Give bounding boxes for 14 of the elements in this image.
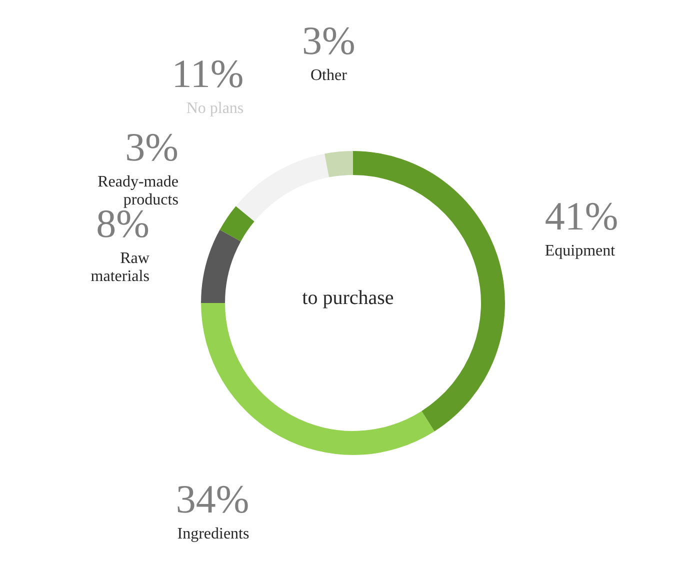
slice-label: Raw materials xyxy=(90,250,150,286)
slice-label: Other xyxy=(310,67,348,84)
donut-slice xyxy=(220,206,254,242)
data-label: 11% xyxy=(172,51,244,96)
data-label: 3% xyxy=(125,124,178,170)
donut-slice xyxy=(201,230,241,303)
data-label: 3% xyxy=(302,18,356,64)
donut-slice xyxy=(236,154,330,222)
data-label: 34% xyxy=(176,476,250,522)
slice-label: Equipment xyxy=(544,242,616,260)
text: to purchase xyxy=(302,287,394,309)
slice-label: Ingredients xyxy=(177,526,250,543)
donut-slice xyxy=(324,151,353,178)
data-label: 41% xyxy=(544,194,618,239)
